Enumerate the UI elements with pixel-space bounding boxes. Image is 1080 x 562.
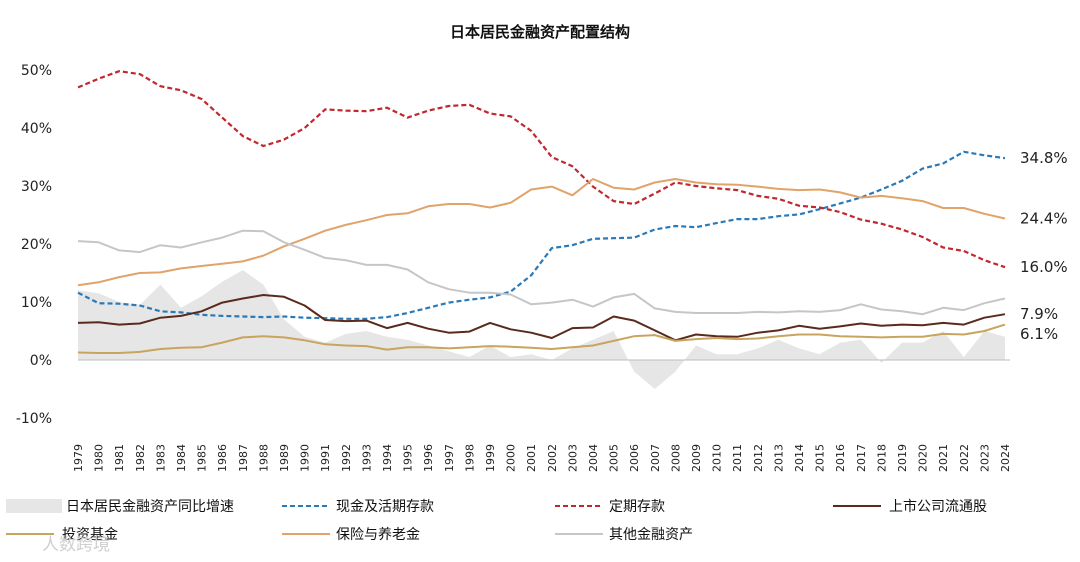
y-tick-label: 20% <box>21 237 52 253</box>
watermark-text: 人数跨境 <box>42 535 110 555</box>
x-tick-label: 1989 <box>278 444 291 472</box>
series-layer <box>77 70 1006 354</box>
legend-item-4: 投资基金 <box>6 526 118 543</box>
x-tick-label: 2002 <box>546 444 559 472</box>
x-tick-label: 2024 <box>999 444 1012 472</box>
x-tick-label: 1986 <box>216 444 229 472</box>
legend-label: 保险与养老金 <box>336 527 420 543</box>
x-tick-label: 2017 <box>855 444 868 472</box>
x-tick-label: 2003 <box>566 444 579 472</box>
x-tick-label: 2015 <box>814 444 827 472</box>
y-tick-label: 40% <box>21 121 52 137</box>
x-tick-label: 1985 <box>196 444 209 472</box>
y-tick-label: 30% <box>21 179 52 195</box>
x-tick-label: 2014 <box>793 444 806 472</box>
x-tick-label: 2010 <box>711 444 724 472</box>
x-tick-label: 2005 <box>608 444 621 472</box>
legend-item-6: 其他金融资产 <box>555 527 693 543</box>
legend-label: 现金及活期存款 <box>336 499 434 515</box>
x-tick-label: 1987 <box>237 444 250 472</box>
x-tick-label: 1994 <box>381 444 394 472</box>
x-tick-label: 2021 <box>937 444 950 472</box>
x-tick-label: 1983 <box>154 444 167 472</box>
x-tick-label: 2022 <box>958 444 971 472</box>
x-tick-label: 2001 <box>525 444 538 472</box>
growth-area-layer <box>78 270 1005 389</box>
x-tick-label: 1979 <box>72 444 85 472</box>
x-tick-label: 2007 <box>649 444 662 472</box>
legend-item-0: 日本居民金融资产同比增速 <box>6 499 234 515</box>
series-area-growth-rate <box>78 270 1005 389</box>
legend-label: 投资基金 <box>62 526 118 543</box>
x-tick-label: 1995 <box>402 444 415 472</box>
x-tick-label: 2018 <box>875 444 888 472</box>
x-tick-label: 1988 <box>257 444 270 472</box>
series-line-3 <box>77 294 1006 342</box>
series-line-5 <box>77 178 1006 287</box>
x-tick-label: 1991 <box>319 444 332 472</box>
chart-title: 日本居民金融资产配置结构 <box>450 23 630 41</box>
x-tick-label: 2004 <box>587 444 600 472</box>
end-value-label: 34.8% <box>1020 149 1068 167</box>
y-tick-label: -10% <box>16 411 52 427</box>
x-tick-label: 2016 <box>834 444 847 472</box>
x-tick-label: 1990 <box>299 444 312 472</box>
x-tick-label: 2008 <box>669 444 682 472</box>
x-tick-label: 2012 <box>752 444 765 472</box>
x-tick-label: 2020 <box>917 444 930 472</box>
y-tick-label: 10% <box>21 295 52 311</box>
x-tick-label: 1996 <box>422 444 435 472</box>
x-tick-label: 1980 <box>93 444 106 472</box>
end-value-label: 24.4% <box>1020 209 1068 227</box>
series-line-1 <box>77 150 1006 320</box>
y-axis: 50% 40% 30% 20% 10% 0% -10% <box>16 63 52 427</box>
y-tick-label: 0% <box>30 353 52 369</box>
y-tick-label: 50% <box>21 63 52 79</box>
x-tick-label: 2009 <box>690 444 703 472</box>
legend-item-1: 现金及活期存款 <box>282 499 434 515</box>
legend-swatch <box>6 499 62 513</box>
x-tick-label: 2019 <box>896 444 909 472</box>
x-tick-label: 1993 <box>360 444 373 472</box>
x-tick-label: 1984 <box>175 444 188 472</box>
series-line-6 <box>77 229 1006 316</box>
x-tick-label: 2023 <box>978 444 991 472</box>
series-line-4 <box>77 323 1006 354</box>
legend-label: 日本居民金融资产同比增速 <box>66 499 234 515</box>
legend-item-2: 定期存款 <box>555 499 665 515</box>
x-axis: 1979 1980 1981 1982 1983 1984 1985 1986 1987 1988… <box>72 444 1012 472</box>
x-tick-label: 2013 <box>772 444 785 472</box>
x-tick-label: 2006 <box>628 444 641 472</box>
x-tick-label: 2000 <box>505 444 518 472</box>
x-tick-label: 1981 <box>113 444 126 472</box>
x-tick-label: 2011 <box>731 444 744 472</box>
legend-item-5: 保险与养老金 <box>282 527 420 543</box>
x-tick-label: 1999 <box>484 444 497 472</box>
end-value-label: 16.0% <box>1020 258 1068 276</box>
legend-label: 其他金融资产 <box>609 527 693 543</box>
end-labels: 34.8% 24.4% 16.0% 7.9% 6.1% <box>1020 149 1068 343</box>
x-tick-label: 1982 <box>134 444 147 472</box>
legend-item-3: 上市公司流通股 <box>833 498 987 515</box>
end-value-label: 6.1% <box>1020 325 1058 343</box>
x-tick-label: 1997 <box>443 444 456 472</box>
x-tick-label: 1992 <box>340 444 353 472</box>
end-value-label: 7.9% <box>1020 305 1058 323</box>
series-line-2 <box>77 70 1006 269</box>
x-tick-label: 1998 <box>463 444 476 472</box>
legend-label: 定期存款 <box>609 499 665 515</box>
legend-label: 上市公司流通股 <box>889 498 987 515</box>
